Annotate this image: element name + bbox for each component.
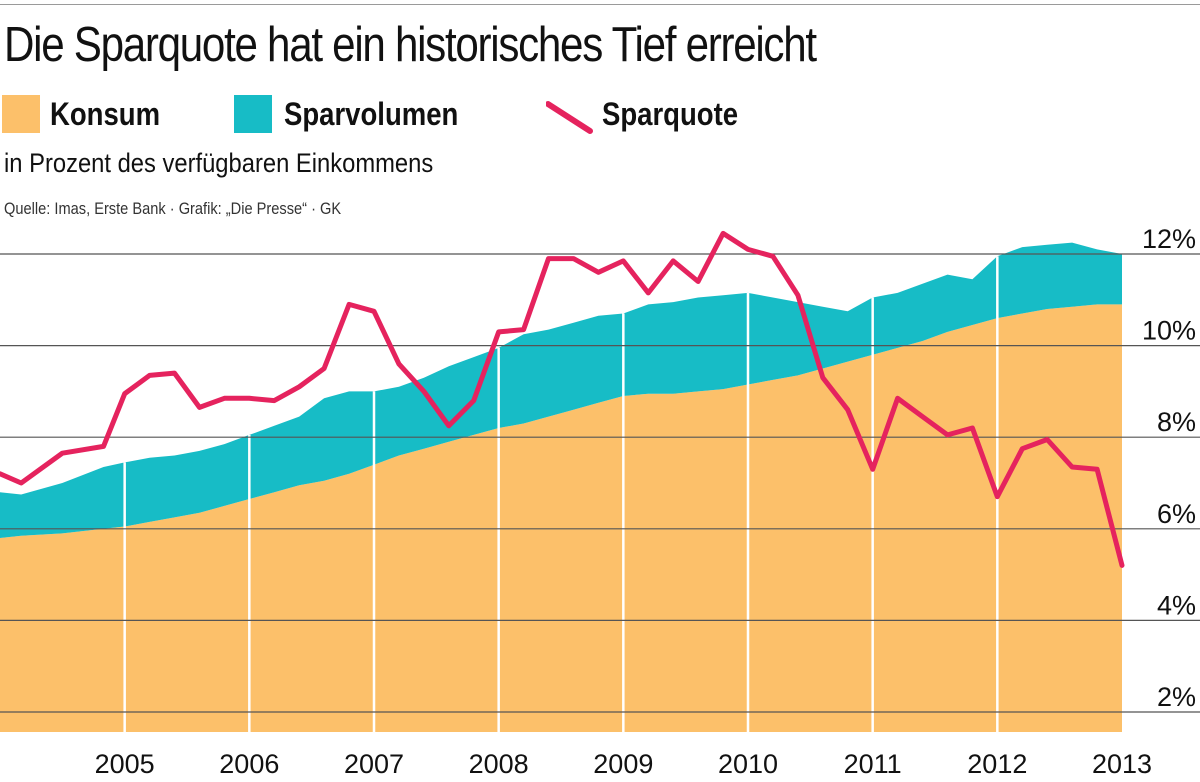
x-tick-label: 2012: [967, 749, 1027, 779]
x-tick-label: 2006: [219, 749, 279, 779]
chart-subtitle: in Prozent des verfügbaren Einkommens: [4, 148, 434, 178]
area-sparvolumen: [0, 242, 1122, 538]
legend-line-sparquote: [546, 101, 593, 134]
x-tick-label: 2009: [593, 749, 653, 779]
x-tick-label: 2007: [344, 749, 404, 779]
top-rule: [0, 4, 1200, 5]
x-tick-label: 2011: [844, 749, 902, 779]
legend-label-sparquote: Sparquote: [602, 96, 739, 132]
legend-swatch-sparvolumen: [234, 95, 272, 133]
chart-title: Die Sparquote hat ein historisches Tief …: [4, 18, 817, 72]
legend-swatch-konsum: [2, 95, 40, 133]
x-tick-label: 2010: [718, 749, 778, 779]
area-konsum: [0, 304, 1122, 732]
chart-source: Quelle: Imas, Erste Bank · Grafik: „Die …: [4, 199, 342, 218]
y-tick-label: 2%: [1157, 682, 1196, 712]
x-tick-label: 2005: [95, 749, 155, 779]
line-sparquote: [0, 230, 1125, 568]
y-tick-label: 4%: [1157, 590, 1196, 620]
y-tick-label: 10%: [1142, 316, 1196, 346]
y-tick-label: 6%: [1157, 499, 1196, 529]
legend-label-konsum: Konsum: [50, 96, 161, 132]
legend: Konsum Sparvolumen Sparquote: [0, 90, 1000, 140]
y-tick-label: 8%: [1157, 407, 1196, 437]
legend-label-sparvolumen: Sparvolumen: [284, 96, 459, 132]
x-tick-label: 2008: [469, 749, 529, 779]
x-tick-label: 2013: [1092, 749, 1152, 779]
y-tick-label: 12%: [1142, 224, 1196, 254]
